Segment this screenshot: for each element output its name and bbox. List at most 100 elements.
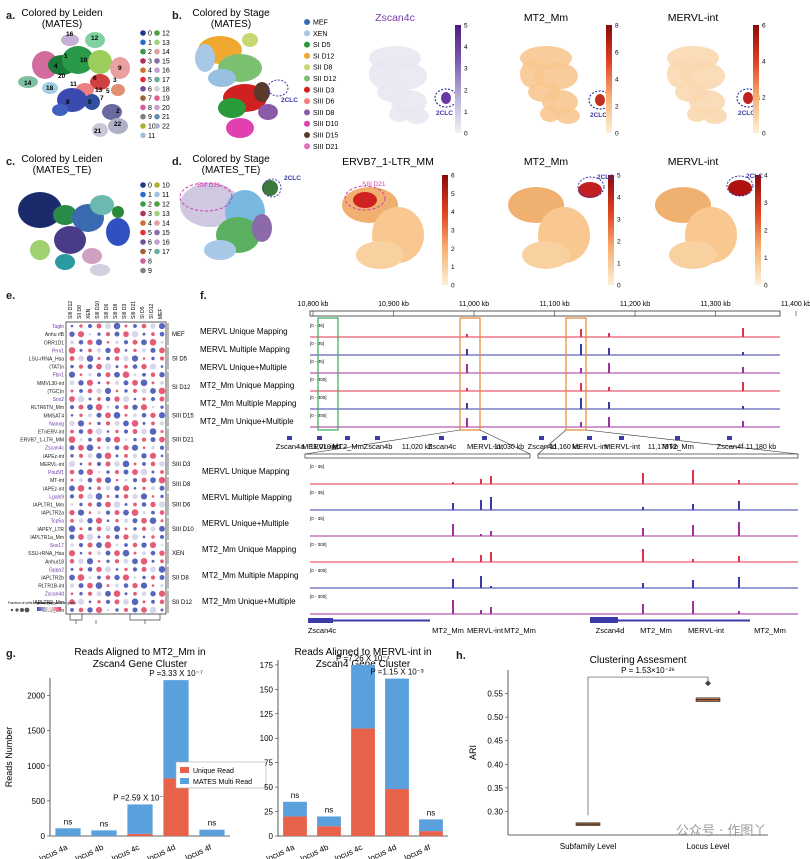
y-axis-label: Reads Number <box>4 727 14 788</box>
colorbar-tick: 5 <box>451 191 455 198</box>
svg-text:2: 2 <box>116 108 120 115</box>
dotplot-dot <box>70 567 74 571</box>
dotplot-row-label: MT-int <box>50 478 65 484</box>
legend-a-label: 9 <box>148 114 152 121</box>
dotplot-dot <box>97 510 101 515</box>
legend-a-swatch <box>140 39 146 46</box>
bar-annotation: ns <box>325 805 333 814</box>
dotplot-dot <box>77 331 85 338</box>
dotplot-dot <box>78 534 84 540</box>
dotplot-dot <box>124 527 128 531</box>
legend-c-swatch <box>140 210 146 217</box>
dotplot-dot <box>142 486 146 490</box>
legend-c-label: 10 <box>162 183 170 190</box>
track-axis-label: 11,300 kb <box>700 301 730 308</box>
bar-segment <box>351 728 375 836</box>
legend-a-label: 15 <box>162 58 170 65</box>
zoom-peak <box>692 580 694 588</box>
legend-a-label: 2 <box>148 49 152 56</box>
dotplot-dot <box>113 322 121 330</box>
svg-text:12: 12 <box>91 35 99 42</box>
legend-b-swatch <box>304 19 310 25</box>
svg-text:14: 14 <box>24 80 32 87</box>
dotplot-col-label: SI D12 <box>149 303 155 319</box>
dotplot-row-label: Zscan4c <box>45 446 64 452</box>
legend-b-swatch <box>304 109 310 116</box>
legend-c-label: 15 <box>162 230 170 237</box>
dotplot-dot <box>78 493 84 499</box>
svg-text:9: 9 <box>118 65 122 72</box>
x-tick-label: locus 4a <box>265 842 296 859</box>
dotplot-dot <box>87 567 93 572</box>
dotplot-dot <box>115 340 119 344</box>
dotplot-dot <box>124 324 128 328</box>
dotplot-dot <box>70 503 74 506</box>
dotplot-dot <box>123 607 129 613</box>
dotplot-dot <box>105 412 111 419</box>
dotplot-dot <box>115 568 119 571</box>
dotplot-dot <box>123 558 129 564</box>
dotplot-dot <box>78 355 84 362</box>
dotplot-dot <box>78 518 84 524</box>
dotplot-dot <box>151 584 155 587</box>
dotplot-dot <box>133 373 137 377</box>
dotplot-dot <box>123 331 129 338</box>
track-peak <box>742 328 744 337</box>
feat-zscan4c-title: Zscan4c <box>375 12 415 24</box>
dotplot-dot <box>88 486 92 490</box>
dotplot-dot <box>141 517 147 524</box>
dotplot-dot <box>96 437 102 442</box>
x-tick-label: locus 4c <box>333 843 363 859</box>
colorbar-tick: 0 <box>451 283 455 290</box>
dotplot-row-label: IAPLTR2a <box>41 511 64 517</box>
dotplot-dot <box>114 396 120 402</box>
dotplot-dot <box>86 558 94 565</box>
dotplot-dot <box>150 323 156 329</box>
dotplot-dot <box>150 372 156 378</box>
legend-a-label: 5 <box>148 77 152 84</box>
feature-umap <box>369 46 451 124</box>
zoom-track-name: MERVL Unique+Multiple <box>202 519 289 528</box>
dotplot-dot <box>88 397 92 401</box>
zoom-peak <box>452 579 454 588</box>
dotplot-dot <box>133 502 137 507</box>
legend-c-label: 1 <box>148 192 152 199</box>
dotplot-dot <box>115 429 119 434</box>
dotplot-dot <box>78 444 84 451</box>
legend-b: MEF XEN SI D5 SI D12 SII D8 SII D12 SIII D3 SII… <box>304 19 338 151</box>
colorbar-tick: 1 <box>617 261 621 268</box>
feature-umap-te: 4 3 2 1 0 <box>655 173 768 290</box>
track-peak <box>742 421 744 427</box>
dotplot-dot <box>87 542 93 548</box>
bar-annotation: ns <box>427 808 435 817</box>
legend-c-label: 14 <box>162 221 170 228</box>
dotplot-dot <box>104 387 112 395</box>
colorbar-tick: 2 <box>464 87 468 94</box>
gene-label: MERVL-int <box>604 442 641 451</box>
panel-d-title: Colored by Stage (MATES_TE) <box>192 154 270 176</box>
dotplot-dot <box>105 526 111 532</box>
dotplot-dot <box>133 397 137 401</box>
dotplot-dot <box>113 436 121 443</box>
dotplot-row-label: ETnERV-int <box>38 430 65 436</box>
dotplot-dot <box>105 575 111 580</box>
umap-d <box>180 180 278 260</box>
dotplot-dot <box>106 608 110 612</box>
dotplot-dot <box>141 526 147 531</box>
dotplot-dot <box>115 454 119 458</box>
dotplot-dot <box>114 599 120 605</box>
y-tick-label: 100 <box>260 734 274 743</box>
gene-label: MERVL-int <box>572 442 609 451</box>
dotplot-dot <box>133 486 137 490</box>
dotplot-dot <box>160 543 164 547</box>
dotplot-dot <box>69 445 75 451</box>
legend-multi: MATES Multi Read <box>193 779 252 786</box>
dotplot-dot <box>113 525 121 532</box>
legend-b-swatch <box>304 30 310 37</box>
dotplot-dot <box>142 332 146 336</box>
dotplot-dot <box>140 493 148 500</box>
dotplot-dot <box>96 591 102 597</box>
panel-label-f: f. <box>200 290 207 302</box>
dotplot-dot <box>97 397 101 401</box>
panel-label-g: g. <box>6 648 16 660</box>
